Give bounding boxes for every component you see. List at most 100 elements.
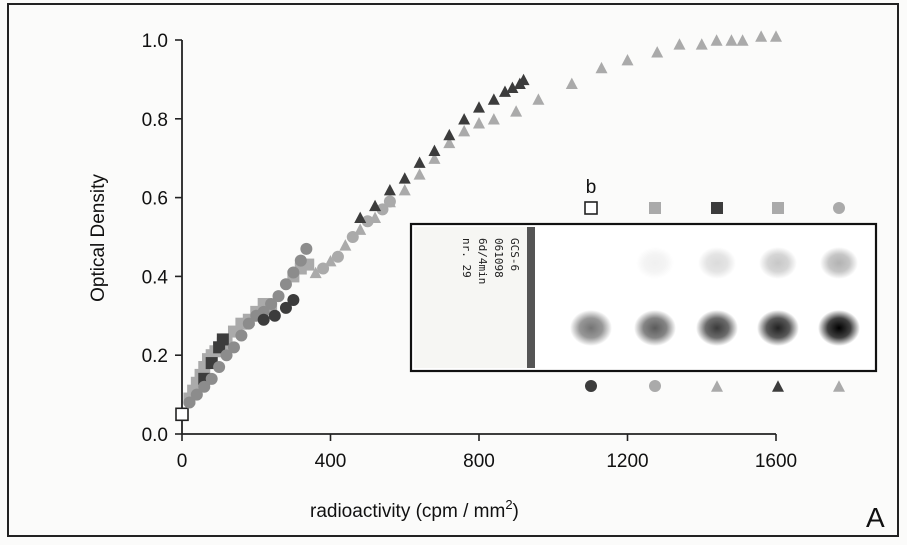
data-point (268, 309, 281, 322)
data-point (369, 211, 382, 223)
data-point (498, 85, 511, 97)
data-point (279, 301, 292, 314)
x-axis-title: radioactivity (cpm / mm2) (310, 497, 519, 522)
series-circle-mid (183, 242, 313, 409)
data-point (279, 278, 292, 291)
data-point (309, 266, 322, 279)
data-point (190, 388, 203, 401)
data-point (755, 30, 768, 42)
data-point (213, 361, 226, 374)
film-label-text: GCS-60610986d/4minnr. 29 (460, 238, 521, 284)
top-key-marker (711, 202, 723, 214)
y-tick-label: 0.4 (142, 267, 169, 288)
data-point (265, 297, 278, 310)
data-point (324, 254, 337, 267)
label-b: b (586, 177, 597, 198)
data-point (770, 30, 782, 42)
y-tick-label: 0.0 (142, 425, 168, 446)
data-point (473, 117, 485, 129)
data-point (383, 184, 396, 196)
bottom-spot (818, 310, 860, 346)
top-key-marker (772, 202, 784, 214)
bottom-spot (634, 310, 676, 346)
series-triangle-light (309, 30, 782, 279)
data-point (428, 144, 441, 157)
series-open-square-open (175, 407, 189, 422)
x-tick-label: 1600 (755, 451, 797, 472)
y-axis-title: Optical Density (88, 174, 109, 302)
autoradiograph-inset: GCS-60610986d/4minnr. 29 b (409, 177, 878, 392)
data-point (517, 73, 530, 86)
y-tick-label: 1.0 (142, 31, 168, 52)
film-label-line: nr. 29 (460, 238, 473, 278)
data-point (272, 290, 285, 303)
data-point (673, 38, 686, 50)
x-tick-label: 0 (177, 451, 188, 472)
x-tick-label: 800 (463, 451, 495, 472)
data-point (205, 372, 218, 385)
bottom-key-marker (772, 380, 784, 392)
series-circle-dark (257, 294, 300, 326)
bottom-spot (696, 310, 738, 346)
data-point (651, 46, 664, 58)
data-point (216, 333, 229, 346)
data-point (331, 250, 344, 263)
film-label-edge (527, 227, 535, 368)
axes: 0 400 800 1200 1600 0.0 0.2 0.4 0.6 0.8 1.0 (142, 31, 798, 472)
data-point (383, 195, 396, 208)
data-point (565, 77, 578, 90)
bottom-key-marker (711, 380, 723, 392)
data-point (710, 34, 723, 46)
data-point (473, 101, 485, 113)
film-label-strip (414, 227, 527, 368)
top-key-marker (833, 202, 845, 214)
data-point (287, 294, 300, 307)
data-point (621, 54, 634, 66)
film-label-line: GCS-6 (508, 238, 521, 271)
data-point (300, 242, 313, 255)
data-point (595, 61, 608, 74)
data-point (725, 34, 738, 46)
bottom-spot (757, 310, 799, 346)
top-spot (820, 247, 858, 279)
data-point (361, 215, 374, 228)
data-point (695, 38, 708, 50)
data-point (235, 329, 248, 342)
y-tick-label: 0.2 (142, 346, 168, 367)
data-point (339, 239, 352, 251)
figure-frame (7, 3, 899, 537)
data-point (398, 172, 411, 184)
data-point (354, 223, 367, 235)
data-point (510, 105, 523, 117)
bottom-spot (570, 310, 612, 346)
data-point (487, 93, 500, 105)
data-point (506, 81, 519, 93)
data-point (443, 136, 456, 149)
data-point (198, 380, 211, 393)
bottom-key-marker (585, 380, 597, 392)
data-point (458, 124, 471, 137)
data-point (736, 34, 749, 46)
data-point (220, 349, 233, 362)
x-tick-label: 400 (315, 451, 347, 472)
top-key-marker (584, 201, 598, 215)
y-tick-label: 0.8 (142, 110, 168, 131)
x-tick-label: 1200 (606, 451, 648, 472)
data-point (287, 266, 300, 279)
data-point (257, 313, 270, 326)
data-point (175, 407, 189, 422)
panel-label: A (866, 502, 885, 533)
data-point (458, 113, 471, 125)
x-axis-title-main: radioactivity (cpm / mm (310, 501, 505, 522)
film-label-line: 061098 (492, 238, 505, 278)
top-key-marker (649, 202, 661, 214)
x-axis-title-close: ) (513, 501, 519, 522)
bottom-key-marker (649, 380, 661, 392)
data-point (354, 211, 367, 223)
data-points (175, 30, 782, 422)
top-spot (636, 247, 674, 279)
data-point (398, 184, 411, 196)
top-spot (759, 247, 797, 279)
x-axis-title-superscript: 2 (505, 497, 512, 512)
